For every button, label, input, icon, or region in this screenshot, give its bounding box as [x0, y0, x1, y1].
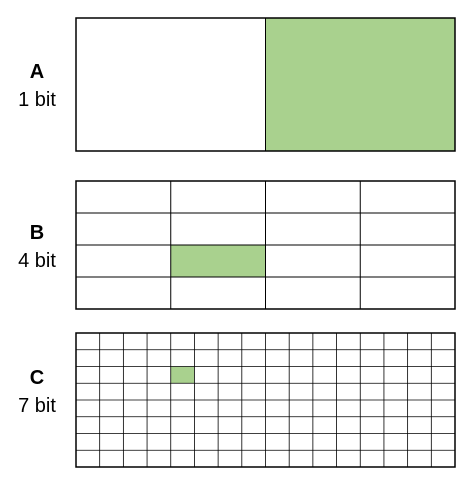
panel-b-border [75, 180, 456, 310]
panel-b-highlighted-cell [170, 245, 266, 277]
panel-a-bits: 1 bit [18, 89, 56, 111]
panel-b-grid [75, 180, 456, 310]
panel-b-bits: 4 bit [18, 250, 56, 272]
panel-c-border [75, 332, 456, 468]
panel-c-grid [75, 332, 456, 468]
panel-b-letter: B [29, 222, 45, 244]
panel-c-letter: C [29, 367, 45, 389]
panel-c-label: C 7 bit [0, 368, 74, 416]
panel-a-letter: A [29, 61, 45, 83]
panel-a-label: A 1 bit [0, 62, 74, 110]
panel-b-label: B 4 bit [0, 223, 74, 271]
panel-a-grid [75, 17, 456, 152]
panel-c-highlighted-cell [170, 366, 195, 384]
panel-a-highlighted-cell [265, 18, 455, 151]
panel-c-bits: 7 bit [18, 395, 56, 417]
panel-a-border [75, 17, 456, 152]
